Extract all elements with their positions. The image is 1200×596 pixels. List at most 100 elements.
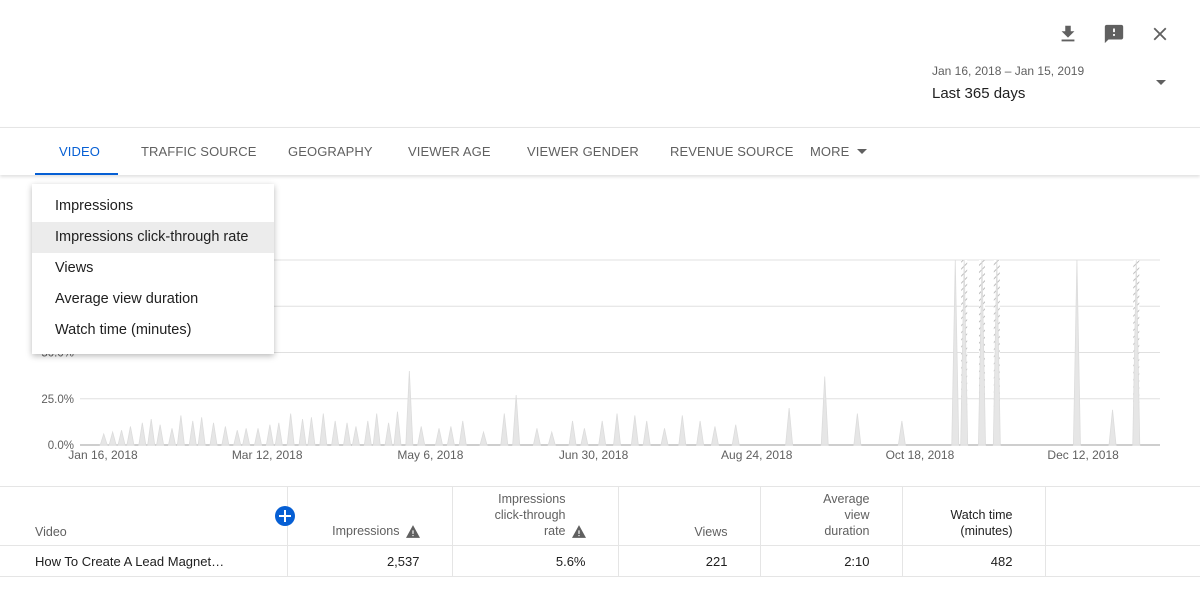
chevron-down-icon <box>857 149 868 154</box>
warning-icon[interactable] <box>405 525 420 539</box>
chart-data-point <box>265 424 274 446</box>
column-header-views[interactable]: Views <box>618 486 761 546</box>
column-header-ctr[interactable]: Impressions click-through rate <box>452 486 619 546</box>
cell-video-title[interactable]: How To Create A Lead Magnet… <box>0 545 288 577</box>
chart-data-point <box>960 259 969 446</box>
chart-data-point <box>221 426 230 446</box>
chart-data-point <box>99 432 108 446</box>
column-header-watch-time[interactable]: Watch time (minutes) <box>902 486 1046 546</box>
tab-more[interactable]: MORE <box>810 128 868 175</box>
chart-series <box>99 259 1141 446</box>
tab-video[interactable]: VIDEO <box>35 128 118 175</box>
chart-data-point <box>393 411 402 446</box>
tab-label: REVENUE SOURCE <box>670 144 794 159</box>
x-tick-label: Jun 30, 2018 <box>559 448 629 462</box>
column-header-label: Impressions <box>332 524 400 538</box>
chart-data-point <box>331 420 340 446</box>
column-header-label: Average view duration <box>823 492 870 538</box>
column-header-video[interactable]: Video <box>0 486 288 546</box>
chevron-down-icon <box>1156 80 1166 85</box>
chart-data-point <box>156 424 165 446</box>
chart-data-point <box>978 259 986 446</box>
chart-data-point <box>405 370 414 446</box>
chart-data-point <box>147 419 156 446</box>
chart-data-point <box>580 428 589 446</box>
warning-icon[interactable] <box>571 525 586 539</box>
x-tick-label: Oct 18, 2018 <box>886 448 955 462</box>
chart-data-point <box>951 259 960 446</box>
tab-revenue-source[interactable]: REVENUE SOURCE <box>670 128 793 175</box>
close-icon[interactable] <box>1148 22 1172 46</box>
chart-data-point <box>547 430 556 446</box>
chart-data-point <box>613 413 621 446</box>
x-tick-label: Dec 12, 2018 <box>1047 448 1119 462</box>
chart-data-point <box>197 417 206 446</box>
chart-data-point <box>678 415 687 446</box>
column-header-label: Views <box>694 525 728 539</box>
y-tick-label: 0.0% <box>48 440 74 452</box>
chart-data-point <box>532 428 541 446</box>
table-header-row: Video Impressions Impressions click-thro… <box>0 486 1200 546</box>
cell-ctr: 5.6% <box>452 545 619 577</box>
column-header-label: Impressions click-through rate <box>494 492 566 538</box>
y-tick-label: 25.0% <box>41 394 74 406</box>
chart-data-point <box>696 420 705 446</box>
tab-label: VIEWER AGE <box>408 144 491 159</box>
table-row[interactable]: How To Create A Lead Magnet… 2,537 5.6% … <box>0 545 1200 577</box>
chart-data-point <box>446 426 455 446</box>
x-tick-label: Jan 16, 2018 <box>68 448 138 462</box>
chart-data-point <box>167 428 176 446</box>
add-column-button[interactable] <box>275 506 295 526</box>
cell-impressions: 2,537 <box>287 545 453 577</box>
chart-data-point <box>479 430 488 446</box>
x-tick-label: Aug 24, 2018 <box>721 448 793 462</box>
table-empty-cell <box>1045 486 1200 546</box>
video-metrics-table: Video Impressions Impressions click-thro… <box>0 486 1200 577</box>
tab-traffic-source[interactable]: TRAFFIC SOURCE <box>141 128 257 175</box>
chart-data-point <box>319 413 328 446</box>
column-header-impressions[interactable]: Impressions <box>287 486 453 546</box>
date-range-picker[interactable]: Jan 16, 2018 – Jan 15, 2019 Last 365 day… <box>932 64 1172 110</box>
chart-data-point <box>1132 259 1141 446</box>
tab-label: GEOGRAPHY <box>288 144 373 159</box>
chart-data-point <box>307 417 316 446</box>
date-range-text: Jan 16, 2018 – Jan 15, 2019 <box>932 64 1085 78</box>
chart-data-point <box>233 430 242 446</box>
menu-item-average-view-duration[interactable]: Average view duration <box>55 291 199 307</box>
chart-data-point <box>188 420 197 446</box>
chart-data-point <box>897 420 906 446</box>
menu-item-impressions-ctr[interactable]: Impressions click-through rate <box>32 222 274 253</box>
download-icon[interactable] <box>1056 22 1080 46</box>
menu-item-views[interactable]: Views <box>55 260 94 276</box>
chart-data-point <box>992 259 1001 446</box>
chart-data-point <box>254 428 263 446</box>
header-actions <box>1056 22 1172 46</box>
tab-label: VIEWER GENDER <box>527 144 639 159</box>
chart-data-point <box>642 420 651 446</box>
chart-data-point <box>351 426 360 446</box>
chart-data-point <box>853 413 862 446</box>
chart-data-point <box>209 422 218 446</box>
chart-data-point <box>176 415 185 446</box>
chart-data-point <box>785 407 794 446</box>
menu-item-impressions[interactable]: Impressions <box>55 198 134 214</box>
chart-data-point <box>138 422 147 446</box>
cell-views: 221 <box>618 545 761 577</box>
chart-data-point <box>384 422 393 446</box>
chart-data-point <box>660 428 669 446</box>
tab-geography[interactable]: GEOGRAPHY <box>288 128 373 175</box>
tab-viewer-age[interactable]: VIEWER AGE <box>408 128 491 175</box>
chart-data-point <box>108 430 117 446</box>
tab-viewer-gender[interactable]: VIEWER GENDER <box>527 128 639 175</box>
menu-item-watch-time[interactable]: Watch time (minutes) <box>55 322 192 338</box>
chart-data-point <box>710 426 719 446</box>
chart-data-point <box>274 422 283 446</box>
feedback-icon[interactable] <box>1102 22 1126 46</box>
chart-data-point <box>512 395 521 446</box>
column-header-avg-duration[interactable]: Average view duration <box>760 486 903 546</box>
chart-data-point <box>286 413 295 446</box>
chart-data-point <box>1108 409 1117 446</box>
chart-data-point <box>731 424 740 446</box>
tab-label: VIDEO <box>59 144 100 159</box>
